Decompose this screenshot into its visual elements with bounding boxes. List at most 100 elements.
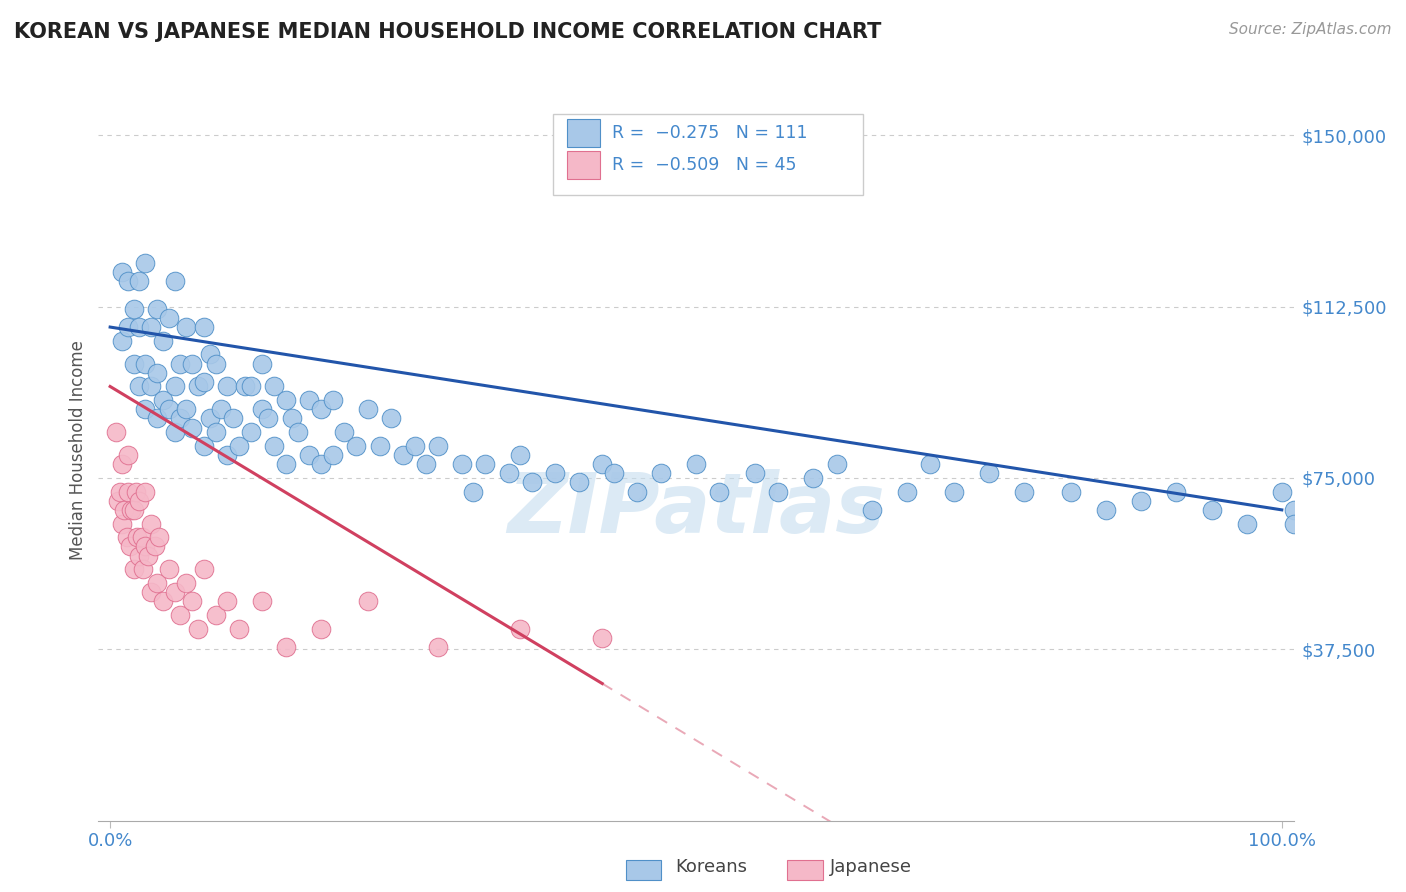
Point [252,357,274,371]
Point [1166,484,1188,499]
Point [450,457,472,471]
Point [685,457,707,471]
Point [157,310,180,325]
Point [257,411,280,425]
Text: R =  −0.275   N = 111: R = −0.275 N = 111 [613,124,808,142]
Point [163,379,186,393]
Point [404,439,426,453]
Point [120,503,142,517]
Point [112,503,135,517]
Point [344,439,367,453]
Point [591,457,613,471]
Point [766,484,789,499]
Point [509,448,531,462]
Point [860,503,883,517]
Point [128,493,150,508]
Point [1317,549,1340,563]
Point [193,439,215,453]
Point [217,448,239,462]
Point [1095,503,1118,517]
FancyBboxPatch shape [567,151,600,178]
Point [128,274,150,288]
Point [239,425,262,440]
Point [111,457,134,471]
Point [626,484,648,499]
Point [127,530,149,544]
Point [157,562,180,576]
Point [174,320,197,334]
Text: R =  −0.509   N = 45: R = −0.509 N = 45 [613,156,797,174]
Point [603,467,626,481]
Point [825,457,848,471]
Point [498,467,520,481]
Point [134,540,156,554]
Point [148,530,170,544]
Point [169,607,191,622]
Point [474,457,496,471]
Point [117,448,139,462]
Point [228,622,250,636]
Point [368,439,391,453]
Point [1317,530,1340,544]
Point [357,402,380,417]
Point [204,607,226,622]
Point [1306,516,1329,531]
Point [568,475,591,490]
Point [163,425,186,440]
Point [117,484,139,499]
Point [163,585,186,599]
Text: ZIPatlas: ZIPatlas [508,469,884,550]
Point [105,425,128,440]
Point [146,301,169,316]
Point [309,402,332,417]
Point [152,393,174,408]
Point [169,357,191,371]
Point [801,471,824,485]
Point [920,457,942,471]
Point [357,594,380,608]
Point [122,357,145,371]
Point [141,516,163,531]
Point [217,379,239,393]
Point [174,576,197,591]
Point [122,503,145,517]
Point [239,379,262,393]
Point [263,439,285,453]
Point [146,366,169,380]
Point [111,334,134,348]
Point [263,379,285,393]
Point [228,439,250,453]
Point [141,320,163,334]
Point [1236,516,1258,531]
Point [111,265,134,279]
Point [415,457,437,471]
Point [181,357,204,371]
Point [128,549,150,563]
Point [274,457,297,471]
Point [298,393,321,408]
Point [187,622,209,636]
Point [198,411,221,425]
Point [709,484,731,499]
Point [463,484,485,499]
Point [141,379,163,393]
Point [187,379,209,393]
Point [977,467,1000,481]
Point [128,320,150,334]
Point [233,379,256,393]
Point [134,484,156,499]
Point [309,457,332,471]
Point [380,411,402,425]
Point [252,594,274,608]
Point [111,516,134,531]
Text: KOREAN VS JAPANESE MEDIAN HOUSEHOLD INCOME CORRELATION CHART: KOREAN VS JAPANESE MEDIAN HOUSEHOLD INCO… [14,22,882,42]
Point [157,402,180,417]
Point [509,622,531,636]
Point [322,448,344,462]
Point [1271,484,1294,499]
Point [134,357,156,371]
Point [134,256,156,270]
Point [108,484,131,499]
Point [274,640,297,654]
Point [122,562,145,576]
